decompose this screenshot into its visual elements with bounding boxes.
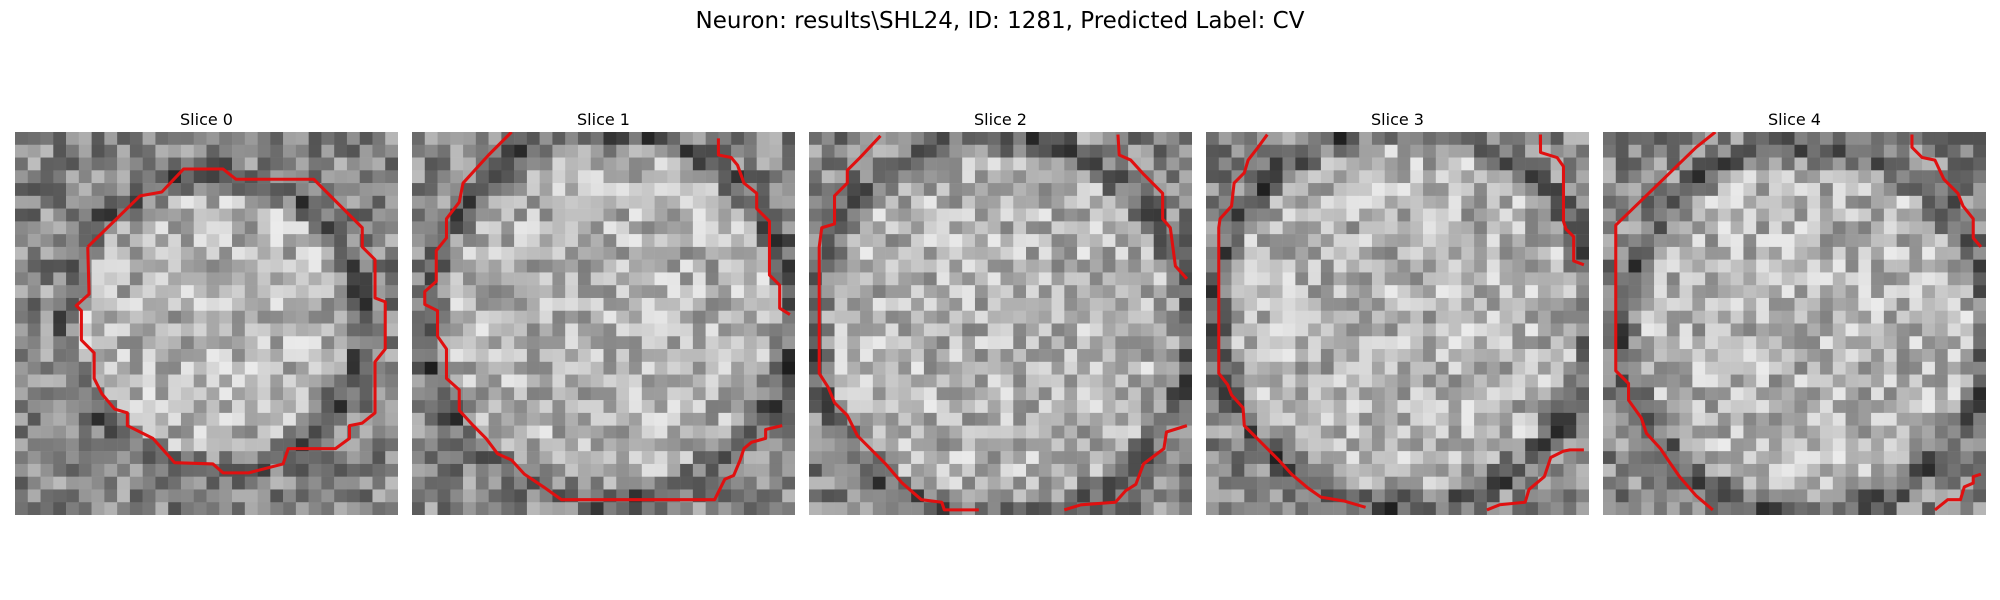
contour-line bbox=[74, 167, 387, 475]
contour-line bbox=[1217, 133, 1367, 509]
contour-line bbox=[1538, 134, 1585, 267]
slice-title: Slice 0 bbox=[180, 110, 233, 129]
figure-title: Neuron: results\SHL24, ID: 1281, Predict… bbox=[695, 8, 1305, 34]
slice-panel-3: Slice 3 bbox=[1206, 108, 1589, 515]
slice-image bbox=[809, 132, 1192, 515]
slice-panel-4: Slice 4 bbox=[1603, 108, 1986, 515]
slice-image bbox=[1603, 132, 1986, 515]
contour-line bbox=[423, 132, 783, 502]
slice-image bbox=[1206, 132, 1589, 515]
slice-panel-0: Slice 0 bbox=[15, 108, 398, 515]
slice-title: Slice 2 bbox=[974, 110, 1027, 129]
contour-line bbox=[1116, 134, 1189, 280]
slice-title: Slice 1 bbox=[577, 110, 630, 129]
slice-panel-1: Slice 1 bbox=[412, 108, 795, 515]
contour-line bbox=[817, 134, 979, 512]
contour-line bbox=[716, 138, 791, 316]
contour-line bbox=[1933, 472, 1982, 512]
contour-line bbox=[1486, 448, 1584, 512]
slice-image bbox=[15, 132, 398, 515]
contour-line bbox=[1614, 132, 1717, 512]
contour-line bbox=[1063, 424, 1188, 512]
contour-line bbox=[1910, 134, 1983, 248]
slice-title: Slice 3 bbox=[1371, 110, 1424, 129]
slice-title: Slice 4 bbox=[1768, 110, 1821, 129]
slice-panel-2: Slice 2 bbox=[809, 108, 1192, 515]
slice-image bbox=[412, 132, 795, 515]
